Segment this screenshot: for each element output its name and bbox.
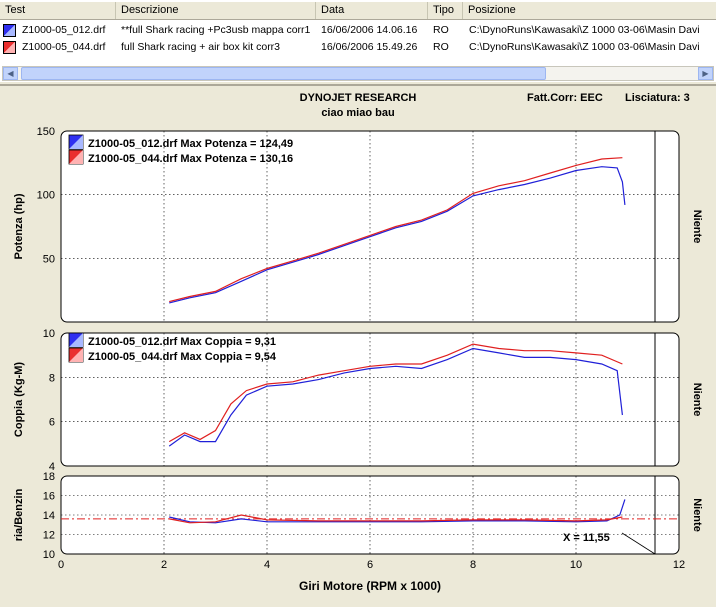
x-tick-label: 8 <box>470 559 476 571</box>
legend-swatch-shade <box>69 333 83 347</box>
smoothing-label: Lisciatura: 3 <box>625 92 690 104</box>
y-tick-label: 100 <box>37 190 55 202</box>
legend-entry: Z1000-05_012.drf Max Coppia = 9,31 <box>88 336 276 348</box>
y-tick-label: 16 <box>43 491 55 503</box>
cursor-readout: X = 11,55 <box>563 532 610 544</box>
x-axis-label: Giri Motore (RPM x 1000) <box>299 579 441 593</box>
runs-list[interactable]: Test Descrizione Data Tipo Posizione Z10… <box>0 0 716 82</box>
list-item[interactable]: Z1000-05_044.drf full Shark racing + air… <box>0 39 716 56</box>
legend-swatch-shade <box>69 348 83 362</box>
correction-label: Fatt.Corr: EEC <box>527 92 603 104</box>
legend-entry: Z1000-05_044.drf Max Coppia = 9,54 <box>88 351 277 363</box>
y-tick-label: 50 <box>43 253 55 265</box>
run-type: RO <box>433 41 449 53</box>
scroll-right-icon[interactable]: ▶ <box>698 67 713 80</box>
y-tick-label: 10 <box>43 328 55 340</box>
x-tick-label: 0 <box>58 559 64 571</box>
column-header-test[interactable]: Test <box>0 2 116 19</box>
x-tick-label: 4 <box>264 559 270 571</box>
y-axis-label: Coppia (Kg-M) <box>13 362 25 437</box>
run-color-swatch <box>3 41 16 54</box>
cursor-readout-leader <box>621 532 656 555</box>
y-tick-label: 12 <box>43 530 55 542</box>
chart-subtitle: ciao miao bau <box>321 107 394 119</box>
right-axis-label: Niente <box>691 210 703 244</box>
run-test-name: Z1000-05_012.drf <box>22 24 106 36</box>
legend-entry: Z1000-05_012.drf Max Potenza = 124,49 <box>88 138 293 150</box>
y-tick-label: 4 <box>49 461 55 473</box>
y-tick-label: 14 <box>43 510 55 522</box>
y-tick-label: 150 <box>37 126 55 138</box>
scrollbar-thumb[interactable] <box>21 67 546 80</box>
run-date: 16/06/2006 15.49.26 <box>321 41 418 53</box>
legend-swatch-shade <box>69 135 83 149</box>
y-axis-label: Potenza (hp) <box>13 193 25 259</box>
series-line-2 <box>169 157 623 303</box>
run-color-swatch <box>3 24 16 37</box>
dyno-chart-area: DYNOJET RESEARCH ciao miao bau Fatt.Corr… <box>0 86 716 604</box>
y-tick-label: 8 <box>49 372 55 384</box>
run-test-name: Z1000-05_044.drf <box>22 41 106 53</box>
company-title: DYNOJET RESEARCH <box>300 92 417 104</box>
run-description: full Shark racing + air box kit corr3 <box>121 41 281 53</box>
right-axis-label: Niente <box>691 498 703 532</box>
run-type: RO <box>433 24 449 36</box>
dyno-chart: DYNOJET RESEARCH ciao miao bau Fatt.Corr… <box>13 92 703 593</box>
run-description: **full Shark racing +Pc3usb mappa corr1 <box>121 24 311 36</box>
scroll-left-icon[interactable]: ◀ <box>3 67 18 80</box>
legend-entry: Z1000-05_044.drf Max Potenza = 130,16 <box>88 153 293 165</box>
series-line-1 <box>169 166 626 304</box>
divider <box>0 84 716 86</box>
column-header-tipo[interactable]: Tipo <box>428 2 463 19</box>
x-tick-label: 10 <box>570 559 582 571</box>
series-line-2 <box>169 514 623 524</box>
y-tick-label: 18 <box>43 471 55 483</box>
run-path: C:\DynoRuns\Kawasaki\Z 1000 03-06\Masin … <box>469 41 700 53</box>
right-axis-label: Niente <box>691 383 703 417</box>
column-header-descrizione[interactable]: Descrizione <box>116 2 316 19</box>
x-tick-label: 6 <box>367 559 373 571</box>
series-line-1 <box>169 499 626 524</box>
legend-swatch-shade <box>69 150 83 164</box>
x-tick-label: 2 <box>161 559 167 571</box>
run-date: 16/06/2006 14.06.16 <box>321 24 418 36</box>
y-tick-label: 6 <box>49 417 55 429</box>
y-tick-label: 10 <box>43 549 55 561</box>
list-header: Test Descrizione Data Tipo Posizione <box>0 2 716 20</box>
series-line-1 <box>168 347 623 447</box>
run-path: C:\DynoRuns\Kawasaki\Z 1000 03-06\Masin … <box>469 24 700 36</box>
y-axis-label: ria/Benzin <box>13 488 25 541</box>
series-line-2 <box>168 343 623 443</box>
x-tick-label: 12 <box>673 559 685 571</box>
list-item[interactable]: Z1000-05_012.drf **full Shark racing +Pc… <box>0 22 716 39</box>
column-header-posizione[interactable]: Posizione <box>468 4 516 16</box>
horizontal-scrollbar[interactable]: ◀ ▶ <box>2 66 714 81</box>
column-header-data[interactable]: Data <box>316 2 428 19</box>
